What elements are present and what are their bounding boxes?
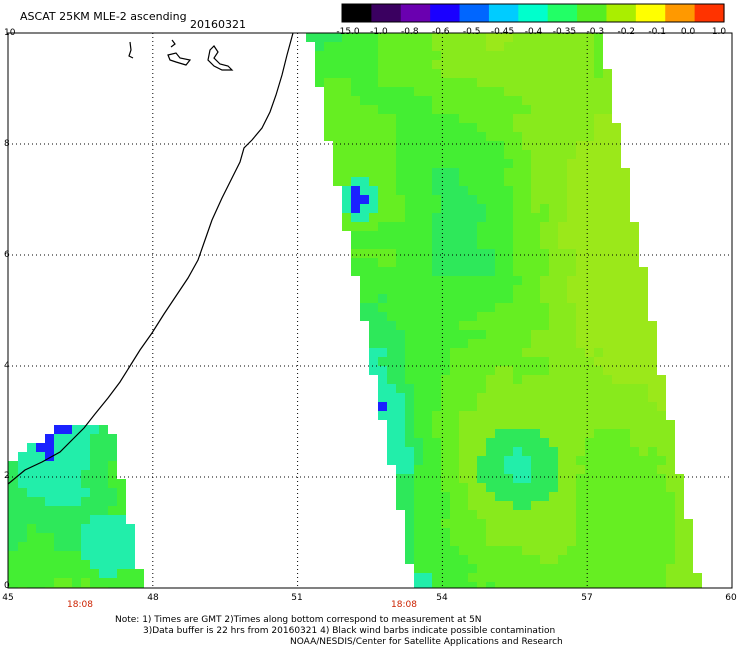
colorbar-segment xyxy=(635,4,666,22)
y-tick-6: 6 xyxy=(4,250,10,260)
plot-frame xyxy=(7,32,733,589)
colorbar-segment xyxy=(606,4,637,22)
colorbar-label: -0.2 xyxy=(617,27,636,37)
colorbar-segment xyxy=(430,4,461,22)
colorbar-segment xyxy=(547,4,578,22)
colorbar-segment xyxy=(400,4,431,22)
colorbar-label: -15.0 xyxy=(336,27,360,37)
pass-time-left: 18:08 xyxy=(67,600,93,610)
x-tick-45: 45 xyxy=(2,593,14,603)
colorbar-label: -0.6 xyxy=(431,27,450,37)
x-tick-54: 54 xyxy=(436,593,448,603)
colorbar-segment xyxy=(577,4,608,22)
colorbar-label: -0.8 xyxy=(401,27,419,37)
colorbar-segment xyxy=(488,4,519,22)
note-line-3: NOAA/NESDIS/Center for Satellite Applica… xyxy=(290,637,563,647)
colorbar-segment xyxy=(694,4,725,22)
x-tick-60: 60 xyxy=(725,593,737,603)
coastline xyxy=(8,33,294,485)
colorbar-label: -0.35 xyxy=(552,27,577,37)
y-tick-0: 0 xyxy=(4,581,10,591)
colorbar-label: 1.0 xyxy=(711,27,727,37)
pass-time-right: 18:08 xyxy=(391,600,417,610)
x-tick-48: 48 xyxy=(147,593,159,603)
scatterometer-swath xyxy=(8,33,702,588)
colorbar-segment xyxy=(342,4,372,22)
x-tick-57: 57 xyxy=(581,593,593,603)
colorbar-segment xyxy=(665,4,696,22)
colorbar-segment xyxy=(459,4,490,22)
colorbar xyxy=(341,3,725,23)
map-date: 20160321 xyxy=(190,18,246,31)
colorbar-label: -0.3 xyxy=(586,27,605,37)
y-tick-10: 10 xyxy=(4,28,16,38)
colorbar-label: -0.5 xyxy=(462,27,481,37)
note-line-1: Note: 1) Times are GMT 2)Times along bot… xyxy=(115,615,482,625)
colorbar-segment xyxy=(371,4,402,22)
colorbar-label: 0.0 xyxy=(680,27,696,37)
colorbar-label: -0.4 xyxy=(524,27,543,37)
x-tick-51: 51 xyxy=(291,593,303,603)
colorbar-label: -0.45 xyxy=(490,27,515,37)
y-tick-8: 8 xyxy=(4,139,10,149)
y-tick-4: 4 xyxy=(4,361,10,371)
note-line-2: 3)Data buffer is 22 hrs from 20160321 4)… xyxy=(143,626,556,636)
map-title: ASCAT 25KM MLE-2 ascending xyxy=(20,10,187,23)
colorbar-label: -0.1 xyxy=(648,27,666,37)
colorbar-segment xyxy=(518,4,549,22)
colorbar-label: -1.0 xyxy=(370,27,388,37)
lat-lon-grid xyxy=(8,33,732,588)
y-tick-2: 2 xyxy=(4,471,10,481)
